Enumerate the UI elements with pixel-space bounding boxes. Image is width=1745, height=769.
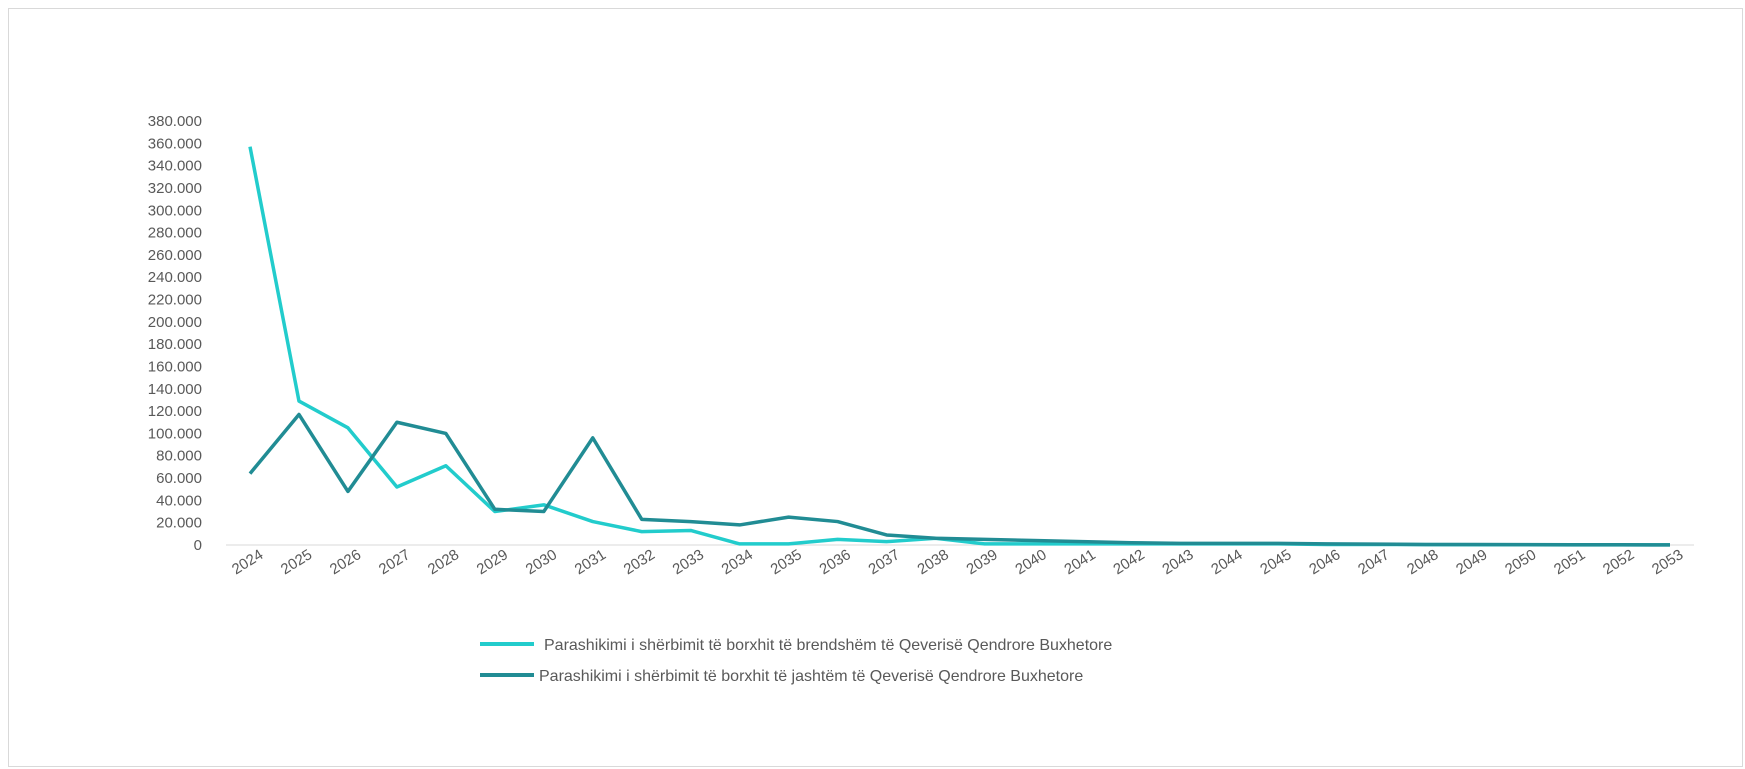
x-tick-label: 2053 (1649, 546, 1686, 578)
y-tick-label: 380.000 (148, 113, 202, 130)
x-tick-label: 2036 (817, 546, 854, 578)
y-tick-label: 40.000 (156, 492, 202, 509)
legend-label-jashtem: Parashikimi i shërbimit të borxhit të ja… (539, 668, 1083, 685)
x-tick-label: 2047 (1355, 546, 1392, 578)
y-tick-label: 80.000 (156, 448, 202, 465)
x-tick-label: 2046 (1306, 546, 1343, 578)
y-tick-label: 360.000 (148, 135, 202, 152)
x-tick-label: 2050 (1502, 546, 1539, 578)
x-tick-label: 2045 (1257, 546, 1294, 578)
x-tick-label: 2029 (474, 546, 511, 578)
y-tick-label: 100.000 (148, 425, 202, 442)
x-tick-label: 2043 (1159, 546, 1196, 578)
y-tick-label: 120.000 (148, 403, 202, 420)
y-tick-label: 20.000 (156, 515, 202, 532)
x-tick-label: 2039 (963, 546, 1000, 578)
y-tick-label: 300.000 (148, 202, 202, 219)
series-line-brendshem (248, 146, 1670, 547)
y-tick-label: 60.000 (156, 470, 202, 487)
x-tick-label: 2027 (376, 546, 413, 578)
y-tick-label: 240.000 (148, 269, 202, 286)
x-tick-label: 2030 (523, 546, 560, 578)
x-tick-label: 2025 (278, 546, 315, 578)
y-tick-label: 280.000 (148, 225, 202, 242)
y-tick-label: 260.000 (148, 247, 202, 264)
x-tick-label: 2038 (914, 546, 951, 578)
y-tick-label: 160.000 (148, 358, 202, 375)
y-tick-label: 200.000 (148, 314, 202, 331)
x-axis-tick-labels: 2024 2025 2026 2027 2028 2029 2030 2031 2032 2033… (229, 546, 1686, 578)
x-tick-label: 2033 (670, 546, 707, 578)
x-tick-label: 2051 (1551, 546, 1588, 578)
series-line-jashtem (248, 412, 1671, 547)
x-tick-label: 2044 (1208, 546, 1245, 578)
x-tick-label: 2024 (229, 546, 266, 578)
x-tick-label: 2031 (572, 546, 609, 578)
y-tick-label: 220.000 (148, 292, 202, 309)
y-tick-label: 320.000 (148, 180, 202, 197)
x-tick-label: 2040 (1012, 546, 1049, 578)
legend: Parashikimi i shërbimit të borxhit të br… (480, 637, 1112, 685)
x-tick-label: 2035 (768, 546, 805, 578)
y-tick-label: 140.000 (148, 381, 202, 398)
legend-label-brendshem: Parashikimi i shërbimit të borxhit të br… (544, 637, 1112, 654)
x-tick-label: 2041 (1061, 546, 1098, 578)
x-tick-label: 2034 (719, 546, 756, 578)
x-tick-label: 2026 (327, 546, 364, 578)
y-tick-label: 0 (194, 537, 202, 554)
y-tick-label: 180.000 (148, 336, 202, 353)
y-axis-tick-labels: 0 20.000 40.000 60.000 80.000 100.000 120.000 1… (148, 113, 202, 554)
x-tick-label: 2052 (1600, 546, 1637, 578)
x-tick-label: 2028 (425, 546, 462, 578)
x-tick-label: 2042 (1110, 546, 1147, 578)
x-tick-label: 2032 (621, 546, 658, 578)
x-tick-label: 2049 (1453, 546, 1490, 578)
y-tick-label: 340.000 (148, 158, 202, 175)
x-tick-label: 2037 (866, 546, 903, 578)
x-tick-label: 2048 (1404, 546, 1441, 578)
series-lines (248, 146, 1671, 547)
